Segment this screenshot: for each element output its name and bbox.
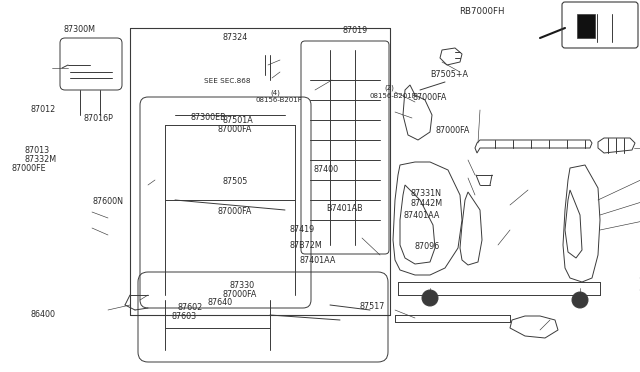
Text: 87300EB: 87300EB xyxy=(191,113,227,122)
Circle shape xyxy=(572,292,588,308)
Text: 87000FA: 87000FA xyxy=(412,93,447,102)
Text: 87501A: 87501A xyxy=(223,116,253,125)
Text: (2): (2) xyxy=(384,84,394,91)
Text: 87300M: 87300M xyxy=(64,25,96,34)
Text: 87000FE: 87000FE xyxy=(12,164,46,173)
Text: B7505+A: B7505+A xyxy=(430,70,468,79)
Text: 87331N: 87331N xyxy=(411,189,442,198)
Text: 87019: 87019 xyxy=(342,26,367,35)
Text: 86400: 86400 xyxy=(31,310,56,319)
Text: 87000FA: 87000FA xyxy=(435,126,470,135)
Text: 87000FA: 87000FA xyxy=(218,125,252,134)
Text: 87012: 87012 xyxy=(31,105,56,114)
Text: 87600N: 87600N xyxy=(93,198,124,206)
Text: B: B xyxy=(428,295,433,301)
Text: 87640: 87640 xyxy=(208,298,233,307)
Text: 87096: 87096 xyxy=(415,242,440,251)
Text: 08156-B201F: 08156-B201F xyxy=(370,93,417,99)
Text: B: B xyxy=(577,298,582,302)
Text: RB7000FH: RB7000FH xyxy=(460,7,505,16)
Text: 87401AA: 87401AA xyxy=(403,211,440,219)
Text: 87400: 87400 xyxy=(314,165,339,174)
Text: 08156-B201F: 08156-B201F xyxy=(256,97,303,103)
Text: 87000FA: 87000FA xyxy=(218,207,252,216)
Text: 87324: 87324 xyxy=(223,33,248,42)
Text: 87419: 87419 xyxy=(289,225,314,234)
Text: 87517: 87517 xyxy=(360,302,385,311)
Text: 87603: 87603 xyxy=(172,312,196,321)
Text: 87401AA: 87401AA xyxy=(300,256,336,265)
Text: 87442M: 87442M xyxy=(411,199,443,208)
Text: 87330: 87330 xyxy=(229,281,254,290)
Text: 87602: 87602 xyxy=(178,303,203,312)
Text: 87013: 87013 xyxy=(24,146,49,155)
Text: 87332M: 87332M xyxy=(24,155,56,164)
Bar xyxy=(577,14,595,38)
Circle shape xyxy=(422,290,438,306)
Text: 87505: 87505 xyxy=(223,177,248,186)
Text: 87000FA: 87000FA xyxy=(223,290,257,299)
Text: 87016P: 87016P xyxy=(83,114,113,123)
Text: (4): (4) xyxy=(270,89,280,96)
Text: SEE SEC.868: SEE SEC.868 xyxy=(204,78,250,84)
Text: B7401AB: B7401AB xyxy=(326,204,363,213)
Text: 87B72M: 87B72M xyxy=(289,241,322,250)
